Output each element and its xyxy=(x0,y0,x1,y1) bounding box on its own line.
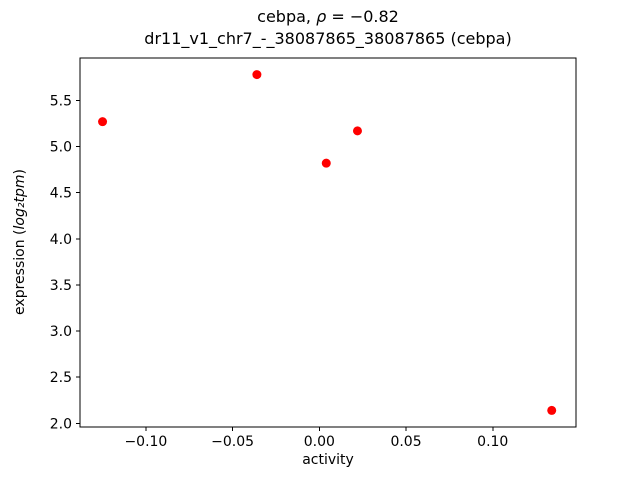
y-tick-label: 2.5 xyxy=(50,370,72,386)
y-axis-label-suffix: ) xyxy=(12,169,28,174)
y-tick-label: 5.0 xyxy=(50,140,72,156)
data-point xyxy=(252,70,262,80)
x-tick-label: −0.05 xyxy=(211,434,254,450)
x-tick-label: −0.10 xyxy=(124,434,167,450)
chart-title: cebpa, ρ = −0.82 xyxy=(80,7,576,27)
y-tick-label: 4.5 xyxy=(50,186,72,202)
data-point xyxy=(547,405,557,415)
y-tick-label: 2.0 xyxy=(50,416,72,432)
x-axis-label: activity xyxy=(302,452,354,468)
y-axis-label: expression (log₂tpm) xyxy=(12,169,28,315)
y-tick-label: 3.5 xyxy=(50,278,72,294)
data-point xyxy=(352,126,362,136)
chart-title-prefix: cebpa, xyxy=(257,7,317,26)
y-axis-label-math: log₂tpm xyxy=(12,175,28,230)
x-tick-label: 0.05 xyxy=(390,434,421,450)
y-tick-label: 3.0 xyxy=(50,324,72,340)
chart-title-value: = −0.82 xyxy=(326,7,399,26)
x-tick-label: 0.10 xyxy=(477,434,508,450)
x-tick-label: 0.00 xyxy=(304,434,335,450)
axes-frame xyxy=(79,57,577,428)
data-point xyxy=(98,117,108,127)
y-axis-label-prefix: expression ( xyxy=(12,230,28,315)
data-point xyxy=(321,158,331,168)
y-tick-label: 4.0 xyxy=(50,232,72,248)
rho-symbol: ρ xyxy=(316,7,327,26)
chart-subtitle: dr11_v1_chr7_-_38087865_38087865 (cebpa) xyxy=(144,29,512,48)
y-tick-label: 5.5 xyxy=(50,93,72,109)
